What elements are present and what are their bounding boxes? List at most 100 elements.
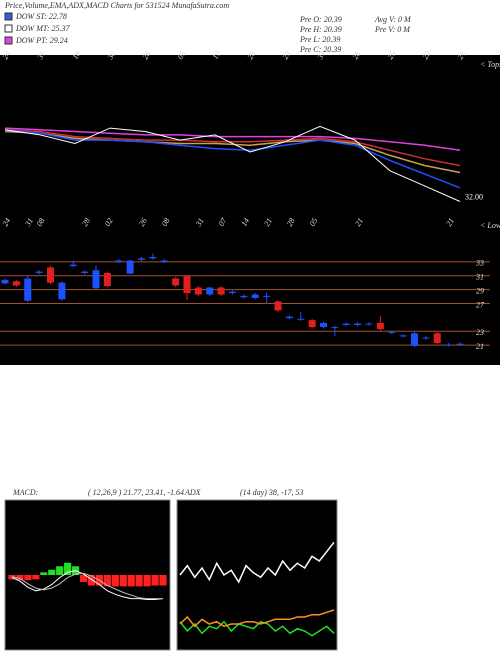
histogram-bar [159,575,167,586]
info-text: Pre L: 20.39 [299,35,340,44]
candle-body [194,287,202,295]
x-tick-label: 21 [444,216,456,227]
candle-body [365,323,373,325]
candle-body [69,264,77,267]
histogram-bar [151,575,159,586]
legend-swatch [4,12,13,21]
chart-subtitle: ( 12,26,9 ) 21.77, 23.41, -1.64 [88,488,184,497]
series-line [4,130,461,174]
candle-body [103,272,111,287]
x-tick-label: 31 [35,49,47,61]
legend-label: DOW ST: 22.78 [15,12,67,21]
series-line [179,620,335,637]
x-tick-label: 25 [386,49,398,60]
series-line [179,609,335,628]
candle-body [183,275,191,294]
candle-body [274,301,282,311]
legend-swatch [4,24,13,33]
x-tick-label: 05 [308,216,320,227]
candle-body [445,344,453,346]
series-line [4,127,461,152]
candle-body [35,271,43,273]
x-tick-label: 19 [211,49,223,60]
candle-body [331,327,339,329]
y-tick-label: 23 [476,328,484,337]
candle-body [172,278,180,286]
info-text: Pre V: 0 M [374,25,411,34]
x-tick-label: 21 [353,216,365,227]
histogram-bar [127,575,135,587]
x-tick-label: 26 [137,216,149,227]
candle-body [126,260,134,274]
candle-body [12,281,20,286]
candle-body [24,278,32,301]
histogram-bar [103,575,111,587]
histogram-bar [143,575,151,587]
x-tick-label: 02 [103,216,115,227]
candle-body [149,257,157,259]
histogram-bar [135,575,143,587]
x-tick-label: 31 [23,216,35,228]
candle-body [81,271,89,273]
candle-body [297,318,305,320]
info-text: Avg V: 0 M [374,15,412,24]
histogram-bar [119,575,127,587]
corner-label: < Tops [480,60,500,69]
candle-body [217,287,225,295]
x-tick-label: 28 [80,216,92,227]
candle-body [422,337,430,339]
y-tick-label: 32.00 [465,192,483,201]
x-tick-label: 08 [35,216,47,227]
candle-body [115,260,123,262]
candle-body [285,316,293,319]
histogram-bar [79,575,88,582]
x-tick-label: 31 [315,49,327,61]
x-tick-label: 22 [421,49,433,60]
candle-body [433,333,441,344]
series-line [179,541,335,584]
candle-body [58,282,66,300]
candle-body [240,295,248,298]
histogram-bar [111,575,119,587]
candle-body [138,258,145,260]
candle-body [251,294,259,298]
legend-label: DOW MT: 25.37 [15,24,71,33]
candle-body [206,287,214,295]
info-text: Pre H: 20.39 [299,25,342,34]
y-tick-label: 33 [475,259,484,268]
chart-title: MACD: [12,488,39,497]
x-tick-label: 30 [105,49,117,61]
candle-body [342,323,350,326]
histogram-bar [48,569,56,575]
x-tick-label: 23 [281,49,293,60]
x-tick-label: 24 [1,49,13,60]
series-line [4,129,461,189]
page-title: Price,Volume,EMA,ADX,MACD Charts for 531… [4,1,229,10]
y-tick-label: 21 [476,342,484,351]
legend-label: DOW PT: 29.24 [15,36,68,45]
x-tick-label: 31 [193,216,205,228]
candle-body [92,270,100,289]
candle-body [376,322,384,330]
corner-label: < Lows [480,221,500,230]
candle-body [160,260,168,262]
y-tick-label: 29 [476,286,484,295]
histogram-bar [56,566,64,575]
histogram-bar [64,562,72,575]
histogram-bar [40,572,48,575]
price-panel [0,55,500,365]
chart-title: ADX [184,488,202,497]
x-tick-label: 05 [176,49,188,60]
y-tick-label: 31 [475,273,484,282]
candle-body [399,335,407,337]
series-line [11,572,163,600]
info-text: Pre C: 20.39 [299,45,341,54]
candle-body [411,333,418,346]
candle-body [388,331,396,333]
candle-body [263,295,271,297]
histogram-bar [16,575,24,581]
x-tick-label: 21 [456,49,468,60]
candle-body [308,320,316,328]
series-line [11,570,164,600]
